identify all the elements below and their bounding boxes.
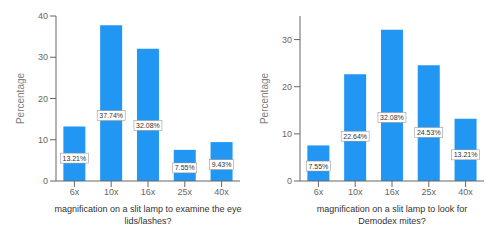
svg-text:25x: 25x	[178, 187, 193, 197]
svg-text:20: 20	[38, 94, 48, 104]
svg-text:32.08%: 32.08%	[136, 122, 160, 129]
svg-text:30: 30	[282, 35, 292, 45]
svg-text:32.08%: 32.08%	[380, 114, 404, 121]
svg-text:10: 10	[38, 135, 48, 145]
svg-text:Percentage: Percentage	[15, 72, 26, 124]
svg-text:25x: 25x	[422, 187, 437, 197]
svg-text:10x: 10x	[348, 187, 363, 197]
svg-text:30: 30	[38, 52, 48, 62]
svg-text:9.43%: 9.43%	[212, 161, 232, 168]
svg-text:6x: 6x	[70, 187, 80, 197]
svg-text:10x: 10x	[104, 187, 119, 197]
html-text:magnification on a slit lamp t: magnification on a slit lamp to examine …	[54, 204, 242, 226]
svg-text:10: 10	[282, 129, 292, 139]
svg-text:37.74%: 37.74%	[99, 112, 123, 119]
svg-text:40x: 40x	[214, 187, 229, 197]
svg-text:24.53%: 24.53%	[417, 129, 441, 136]
svg-text:0: 0	[287, 176, 292, 186]
svg-text:22.64%: 22.64%	[343, 133, 367, 140]
svg-text:7.55%: 7.55%	[308, 163, 328, 170]
svg-text:13.21%: 13.21%	[454, 151, 478, 158]
svg-text:13.21%: 13.21%	[62, 155, 86, 162]
svg-text:40: 40	[38, 11, 48, 21]
svg-text:7.55%: 7.55%	[175, 164, 195, 171]
svg-text:16x: 16x	[141, 187, 156, 197]
svg-text:Percentage: Percentage	[259, 72, 270, 124]
svg-text:40x: 40x	[458, 187, 473, 197]
svg-text:20: 20	[282, 82, 292, 92]
svg-text:6x: 6x	[314, 187, 324, 197]
svg-text:16x: 16x	[385, 187, 400, 197]
svg-text:0: 0	[43, 176, 48, 186]
html-text:magnification on a slit lamp t: magnification on a slit lamp to look for…	[316, 204, 468, 226]
